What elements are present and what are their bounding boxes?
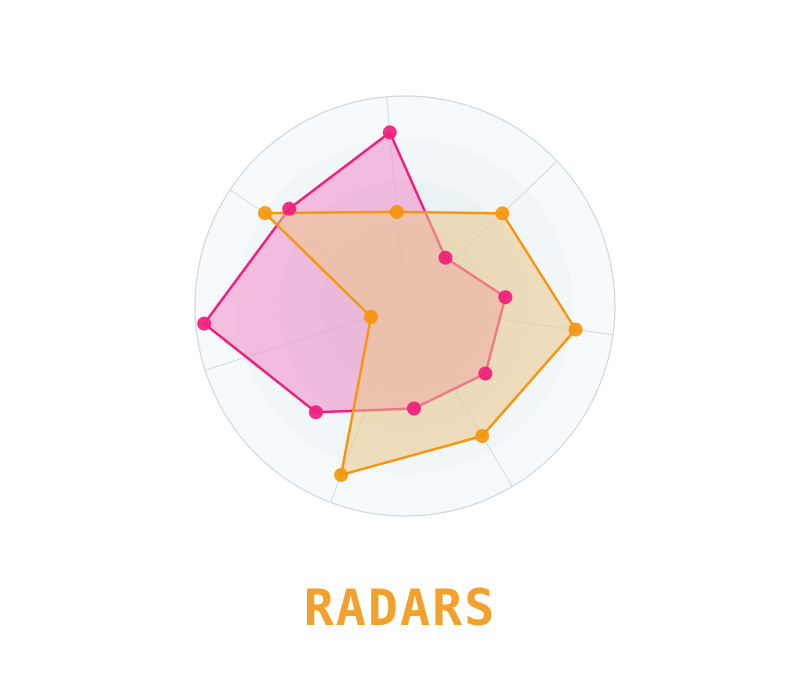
chart-title: RADARS (303, 579, 497, 637)
radar-plot (194, 95, 616, 517)
radar-series (197, 125, 583, 482)
series-1-point-1 (382, 125, 397, 140)
grid-outer-circle (194, 95, 616, 517)
series-1-point-2 (438, 250, 453, 265)
series-2-point-1 (389, 204, 404, 219)
series-2-point-6 (364, 309, 378, 324)
series-2-point-3 (568, 322, 583, 337)
series-2-point-2 (495, 206, 510, 221)
series-1-point-4 (478, 366, 493, 381)
series-1-point-8 (282, 201, 297, 216)
series-1-point-3 (498, 290, 513, 305)
series-2-point-7 (258, 206, 272, 221)
series-2-area (263, 210, 577, 477)
series-1-point-5 (407, 401, 421, 416)
series-2-point-4 (475, 429, 490, 443)
series-1-point-6 (308, 405, 323, 420)
series-1-point-7 (197, 316, 212, 331)
series-2-point-5 (334, 467, 349, 482)
